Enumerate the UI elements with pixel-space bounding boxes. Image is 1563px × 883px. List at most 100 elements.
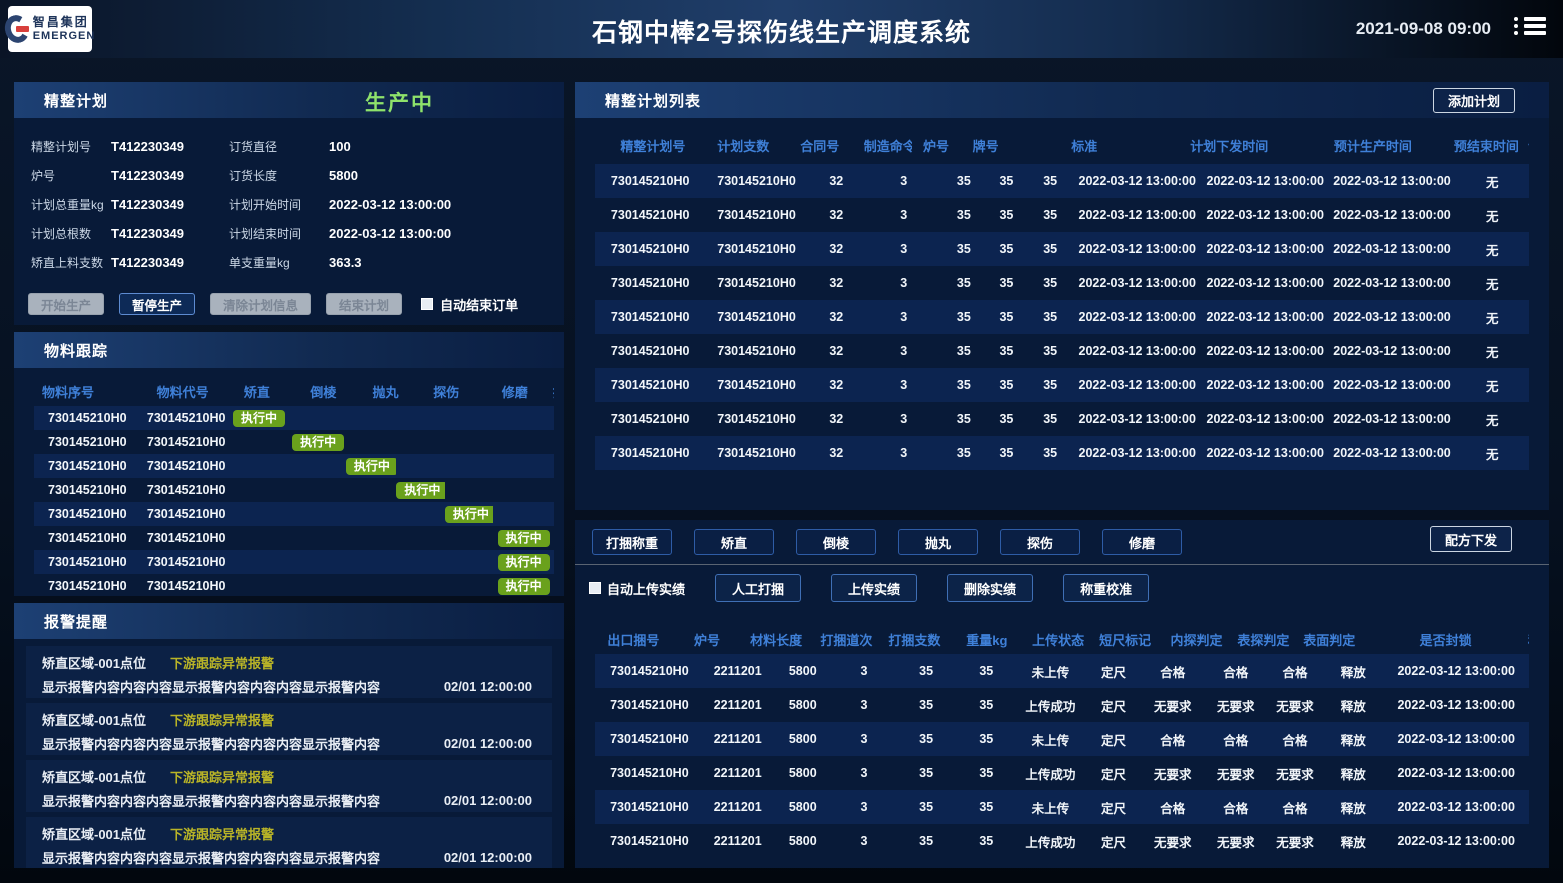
table-row: 730145210H0 730145210H0 执行中 [34, 574, 554, 596]
lock-status: 释放 [1340, 801, 1366, 816]
plan-issue-time: 2022-03-12 13:00:00 [1078, 208, 1196, 222]
column-header: 标准 [1071, 138, 1098, 154]
alarm-content: 显示报警内容内容内容显示报警内容内容内容显示报警内容 [42, 737, 381, 752]
table-row[interactable]: 730145210H0 730145210H0 32 3 35 35 35 20… [595, 368, 1529, 402]
contract-no: 32 [829, 412, 844, 426]
field-label: 计划结束时间 [229, 227, 302, 241]
executing-badge: 执行中 [292, 433, 345, 451]
short-length-mark: 定尺 [1100, 801, 1126, 816]
material-length: 5800 [788, 800, 817, 814]
table-row[interactable]: 730145210H0 2211201 5800 3 35 35 未上传 定尺 … [595, 654, 1529, 688]
exit-bundle-no: 730145210H0 [610, 732, 689, 746]
mfg-order-no: 3 [900, 378, 908, 392]
bundle-pieces: 35 [919, 664, 934, 678]
column-header: 重量kg [966, 632, 1008, 648]
finish-plan-button[interactable]: 结束计划 [326, 293, 403, 315]
alarm-item-header: 矫直区域-001点位 下游跟踪异常报警 [42, 767, 538, 786]
page-title: 石钢中棒2号探伤线生产调度系统 [592, 19, 971, 47]
plan-list-header-row: 精整计划号 计划支数 合同号 制造命令号 炉号 牌号 标准 计划下发时间 预计生… [595, 126, 1529, 164]
column-header: 打捆支数 [888, 632, 941, 648]
alarm-content: 显示报警内容内容内容显示报警内容内容内容显示报警内容 [42, 680, 381, 695]
table-row[interactable]: 730145210H0 730145210H0 32 3 35 35 35 20… [595, 232, 1529, 266]
clear-plan-info-button[interactable]: 清除计划信息 [210, 293, 312, 315]
process-tab[interactable]: 探伤 [1000, 529, 1080, 555]
plan-issue-time: 2022-03-12 13:00:00 [1078, 310, 1196, 324]
contract-no: 32 [829, 174, 844, 188]
table-row[interactable]: 730145210H0 730145210H0 32 3 35 35 35 20… [595, 266, 1529, 300]
weight-kg: 35 [979, 766, 994, 780]
plan-list-titlebar: 精整计划列表 添加计划 [575, 82, 1549, 118]
expected-production-time: 2022-03-12 13:00:00 [1206, 208, 1324, 222]
stage-bundle: 执行中 [493, 529, 554, 547]
contract-no: 32 [829, 276, 844, 290]
material-seq: 730145210H0 [48, 531, 127, 545]
company-logo: 智昌集团 EMERGEN [1, 6, 94, 52]
upload-status: 未上传 [1031, 801, 1070, 816]
process-tab[interactable]: 矫直 [694, 529, 774, 555]
column-header: 是否封锁 [1419, 632, 1472, 648]
column-header: 材料长度 [750, 632, 803, 648]
pause-production-button[interactable]: 暂停生产 [119, 293, 196, 315]
process-tab[interactable]: 打捆称重 [592, 529, 672, 555]
tab-divider [575, 564, 1549, 565]
grade: 35 [999, 344, 1014, 358]
material-code: 730145210H0 [146, 507, 226, 521]
plan-pieces: 730145210H0 [717, 276, 796, 290]
column-header: 出口捆号 [607, 632, 660, 648]
column-header: 物料代号 [156, 384, 209, 400]
process-tab[interactable]: 修磨 [1102, 529, 1182, 555]
material-tracking-title: 物料跟踪 [44, 342, 109, 360]
table-row[interactable]: 730145210H0 2211201 5800 3 35 35 未上传 定尺 … [595, 722, 1529, 756]
executing-badge: 执行中 [444, 505, 494, 523]
table-row[interactable]: 730145210H0 730145210H0 32 3 35 35 35 20… [595, 198, 1529, 232]
alarm-item-header: 矫直区域-001点位 下游跟踪异常报警 [42, 710, 538, 729]
process-tab[interactable]: 倒棱 [796, 529, 876, 555]
start-production-button[interactable]: 开始生产 [28, 293, 105, 315]
expected-production-time: 2022-03-12 13:00:00 [1206, 310, 1324, 324]
app-header: 智昌集团 EMERGEN 石钢中棒2号探伤线生产调度系统 2021-09-08 … [0, 0, 1563, 58]
expected-production-time: 2022-03-12 13:00:00 [1206, 174, 1324, 188]
process-action-button[interactable]: 上传实绩 [831, 574, 918, 602]
weight-kg: 35 [979, 698, 994, 712]
table-row[interactable]: 730145210H0 2211201 5800 3 35 35 未上传 定尺 … [595, 790, 1529, 824]
table-row[interactable]: 730145210H0 730145210H0 32 3 35 35 35 20… [595, 402, 1529, 436]
lock-status: 释放 [1340, 733, 1366, 748]
surface-flaw-result: 无要求 [1217, 835, 1255, 850]
field-value: T412230349 [111, 168, 185, 183]
alarm-item: 矫直区域-001点位 下游跟踪异常报警 显示报警内容内容内容显示报警内容内容内容… [26, 817, 552, 868]
surface-flaw-result: 无要求 [1217, 767, 1255, 782]
process-action-button[interactable]: 删除实绩 [947, 574, 1034, 602]
table-row[interactable]: 730145210H0 2211201 5800 3 35 35 上传成功 定尺… [595, 688, 1529, 722]
table-row[interactable]: 730145210H0 730145210H0 32 3 35 35 35 20… [595, 436, 1529, 470]
mfg-order-no: 3 [900, 242, 908, 256]
table-row[interactable]: 730145210H0 730145210H0 32 3 35 35 35 20… [595, 164, 1529, 198]
stage-flawdetect: 执行中 [396, 481, 445, 499]
menu-icon[interactable] [1513, 17, 1547, 41]
table-row[interactable]: 730145210H0 2211201 5800 3 35 35 上传成功 定尺… [595, 756, 1529, 790]
plan-no: 730145210H0 [610, 276, 690, 290]
auto-finish-order-checkbox[interactable] [421, 298, 434, 310]
recipe-send-button[interactable]: 配方下发 [1429, 526, 1512, 552]
auto-upload-checkbox[interactable] [589, 582, 601, 594]
table-row[interactable]: 730145210H0 730145210H0 32 3 35 35 35 20… [595, 334, 1529, 368]
material-code: 730145210H0 [146, 531, 226, 545]
logo-company-name: 智昌集团 [32, 14, 89, 29]
material-tracking-body: 730145210H0 730145210H0 执行中 730145210H0 … [34, 406, 554, 596]
add-plan-button[interactable]: 添加计划 [1432, 88, 1515, 113]
plan-issue-time: 2022-03-12 13:00:00 [1078, 276, 1196, 290]
process-action-button[interactable]: 称重校准 [1063, 574, 1150, 602]
table-row: 730145210H0 730145210H0 执行中 [34, 406, 554, 430]
plan-field-row: 计划总根数 T412230349 计划结束时间 2022-03-12 13:00… [31, 219, 564, 248]
process-action-button[interactable]: 人工打捆 [715, 574, 802, 602]
furnace-no: 35 [956, 344, 971, 358]
expected-production-time: 2022-03-12 13:00:00 [1206, 242, 1324, 256]
table-row[interactable]: 730145210H0 2211201 5800 3 35 35 上传成功 定尺… [595, 824, 1529, 858]
material-length: 5800 [788, 698, 817, 712]
column-header: 精整计划号 [620, 138, 686, 154]
column-header: 上传状态 [1032, 632, 1085, 648]
surface-result: 合格 [1282, 801, 1308, 816]
table-row[interactable]: 730145210H0 730145210H0 32 3 35 35 35 20… [595, 300, 1529, 334]
process-tab[interactable]: 抛丸 [898, 529, 978, 555]
process-panel: 打捆称重 矫直 倒棱 抛丸 探伤 修磨 配方下发 自动上传实绩 人工打捆 上传实… [575, 520, 1549, 868]
standard: 35 [1043, 174, 1058, 188]
